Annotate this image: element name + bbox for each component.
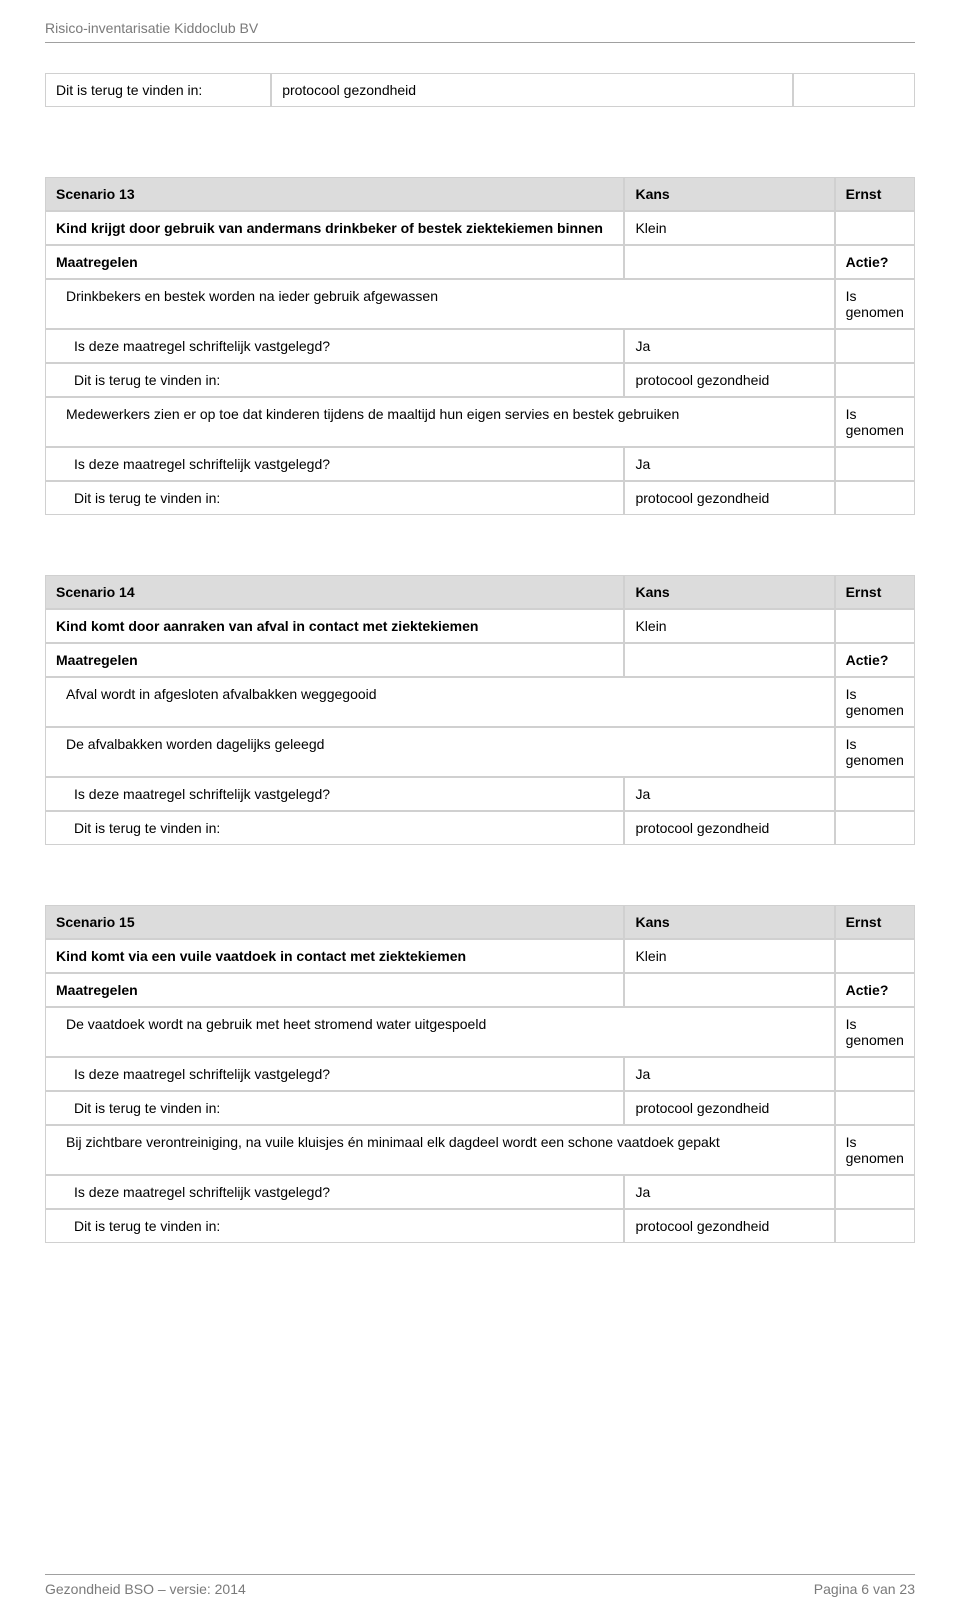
kans-value: Klein — [624, 211, 834, 245]
scenario-table: Scenario 15KansErnst Kind komt via een vu… — [45, 905, 915, 1243]
measure-text: Drinkbekers en bestek worden na ieder ge… — [45, 279, 835, 329]
top-reference-table: Dit is terug te vinden in: protocool gez… — [45, 73, 915, 107]
scenario-title: Scenario 15 — [45, 905, 624, 939]
sub-empty — [835, 447, 915, 481]
sub-value: Ja — [624, 329, 834, 363]
measure-text: De vaatdoek wordt na gebruik met heet st… — [45, 1007, 835, 1057]
scenario-title: Scenario 13 — [45, 177, 624, 211]
sub-value: protocool gezondheid — [624, 1209, 834, 1243]
kans-value: Klein — [624, 939, 834, 973]
sub-empty — [835, 811, 915, 845]
kans-header: Kans — [624, 177, 834, 211]
ernst-header: Ernst — [835, 905, 915, 939]
scenario-description: Kind komt via een vuile vaatdoek in cont… — [45, 939, 624, 973]
maatregelen-label: Maatregelen — [45, 973, 624, 1007]
sub-label: Dit is terug te vinden in: — [45, 363, 624, 397]
sub-value: Ja — [624, 447, 834, 481]
measure-status: Is genomen — [835, 1125, 915, 1175]
ernst-value — [835, 609, 915, 643]
actie-label: Actie? — [835, 245, 915, 279]
sub-empty — [835, 1175, 915, 1209]
sub-value: protocool gezondheid — [624, 1091, 834, 1125]
header-title: Risico-inventarisatie Kiddoclub BV — [45, 20, 258, 36]
top-empty — [793, 73, 915, 107]
sub-empty — [835, 363, 915, 397]
scenario-title: Scenario 14 — [45, 575, 624, 609]
page-header: Risico-inventarisatie Kiddoclub BV — [45, 20, 915, 43]
footer-left: Gezondheid BSO – versie: 2014 — [45, 1581, 246, 1597]
ernst-header: Ernst — [835, 575, 915, 609]
measure-text: Afval wordt in afgesloten afvalbakken we… — [45, 677, 835, 727]
measure-text: Bij zichtbare verontreiniging, na vuile … — [45, 1125, 835, 1175]
sub-empty — [835, 777, 915, 811]
actie-label: Actie? — [835, 643, 915, 677]
actie-label: Actie? — [835, 973, 915, 1007]
sub-label: Dit is terug te vinden in: — [45, 481, 624, 515]
scenario-description: Kind komt door aanraken van afval in con… — [45, 609, 624, 643]
sub-value: protocool gezondheid — [624, 481, 834, 515]
sub-label: Is deze maatregel schriftelijk vastgeleg… — [45, 1057, 624, 1091]
sub-label: Dit is terug te vinden in: — [45, 1091, 624, 1125]
page-footer: Gezondheid BSO – versie: 2014 Pagina 6 v… — [45, 1574, 915, 1597]
sub-value: Ja — [624, 777, 834, 811]
kans-header: Kans — [624, 575, 834, 609]
sub-label: Is deze maatregel schriftelijk vastgeleg… — [45, 1175, 624, 1209]
measure-status: Is genomen — [835, 279, 915, 329]
sub-label: Is deze maatregel schriftelijk vastgeleg… — [45, 447, 624, 481]
maatregelen-fill — [624, 643, 834, 677]
sub-empty — [835, 1091, 915, 1125]
sub-value: protocool gezondheid — [624, 363, 834, 397]
ernst-value — [835, 939, 915, 973]
scenario-block: Scenario 13KansErnst Kind krijgt door geb… — [45, 177, 915, 515]
sub-value: protocool gezondheid — [624, 811, 834, 845]
measure-status: Is genomen — [835, 677, 915, 727]
scenario-block: Scenario 15KansErnst Kind komt via een vu… — [45, 905, 915, 1243]
measure-text: De afvalbakken worden dagelijks geleegd — [45, 727, 835, 777]
maatregelen-fill — [624, 245, 834, 279]
sub-label: Dit is terug te vinden in: — [45, 1209, 624, 1243]
ernst-value — [835, 211, 915, 245]
measure-status: Is genomen — [835, 727, 915, 777]
sub-empty — [835, 1209, 915, 1243]
sub-label: Dit is terug te vinden in: — [45, 811, 624, 845]
sub-label: Is deze maatregel schriftelijk vastgeleg… — [45, 777, 624, 811]
sub-value: Ja — [624, 1057, 834, 1091]
measure-status: Is genomen — [835, 1007, 915, 1057]
sub-empty — [835, 481, 915, 515]
top-value: protocool gezondheid — [271, 73, 793, 107]
footer-right: Pagina 6 van 23 — [814, 1581, 915, 1597]
kans-header: Kans — [624, 905, 834, 939]
measure-text: Medewerkers zien er op toe dat kinderen … — [45, 397, 835, 447]
sub-value: Ja — [624, 1175, 834, 1209]
sub-empty — [835, 1057, 915, 1091]
kans-value: Klein — [624, 609, 834, 643]
measure-status: Is genomen — [835, 397, 915, 447]
scenario-description: Kind krijgt door gebruik van andermans d… — [45, 211, 624, 245]
maatregelen-label: Maatregelen — [45, 245, 624, 279]
ernst-header: Ernst — [835, 177, 915, 211]
maatregelen-fill — [624, 973, 834, 1007]
scenario-block: Scenario 14KansErnst Kind komt door aanra… — [45, 575, 915, 845]
scenario-table: Scenario 14KansErnst Kind komt door aanra… — [45, 575, 915, 845]
maatregelen-label: Maatregelen — [45, 643, 624, 677]
sub-label: Is deze maatregel schriftelijk vastgeleg… — [45, 329, 624, 363]
top-label: Dit is terug te vinden in: — [45, 73, 271, 107]
sub-empty — [835, 329, 915, 363]
scenario-table: Scenario 13KansErnst Kind krijgt door geb… — [45, 177, 915, 515]
